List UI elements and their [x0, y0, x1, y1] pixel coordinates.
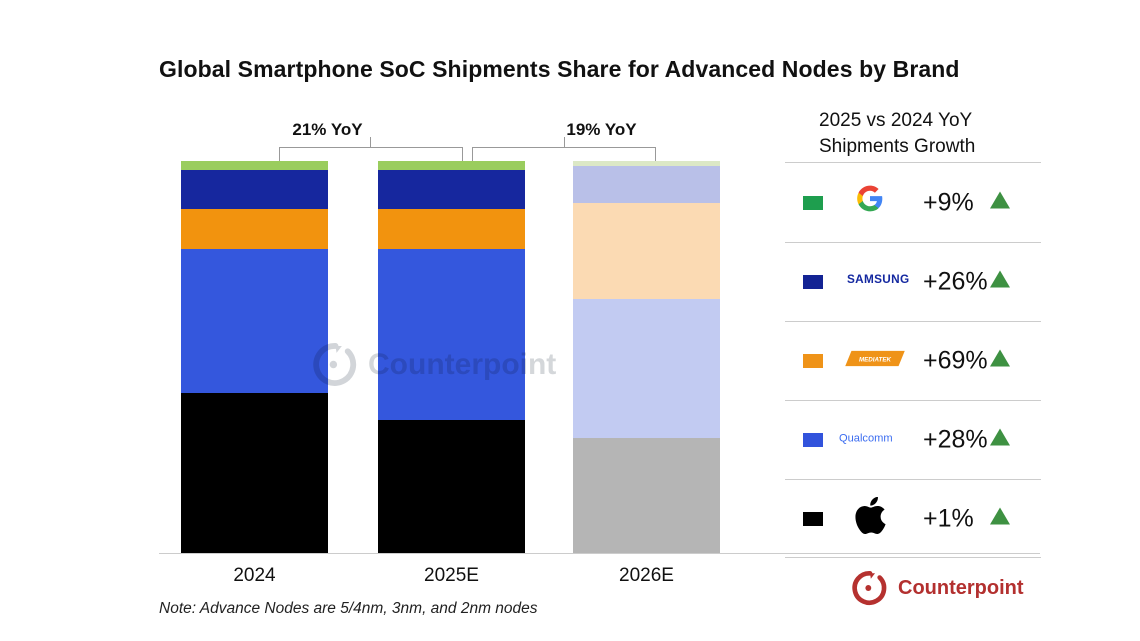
svg-text:Qualcomm: Qualcomm	[839, 432, 893, 444]
svg-text:SAMSUNG: SAMSUNG	[847, 273, 909, 286]
svg-text:MEDIATEK: MEDIATEK	[859, 356, 892, 363]
